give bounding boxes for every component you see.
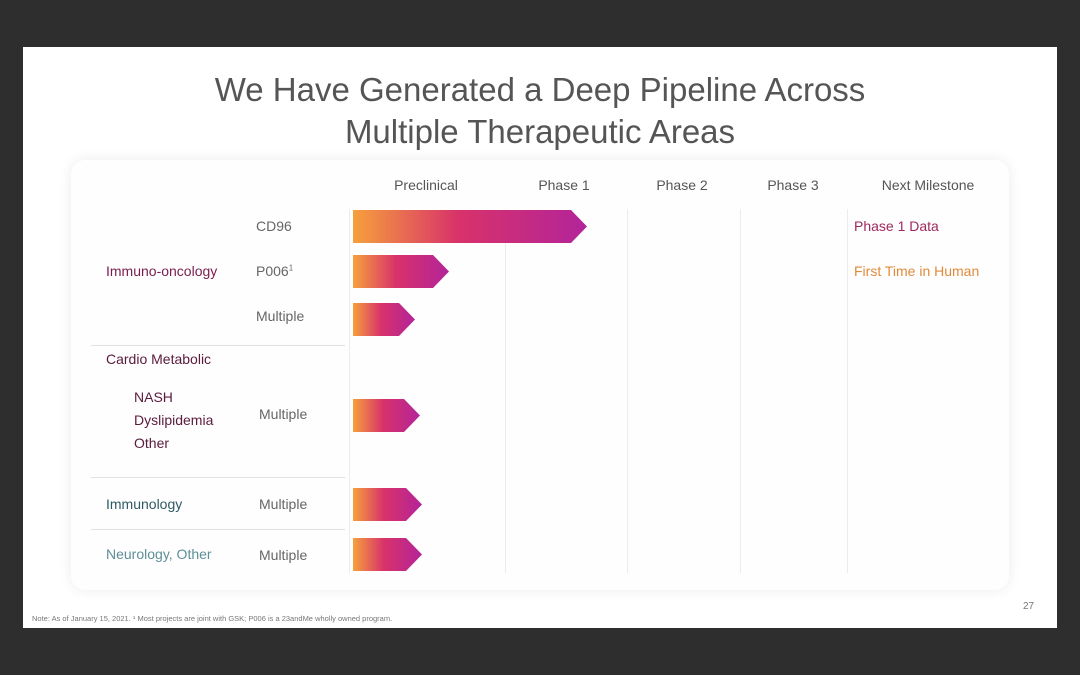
column-divider xyxy=(627,209,628,573)
cardio-sub-nash: NASH xyxy=(134,389,173,405)
column-divider xyxy=(349,209,350,573)
program-superscript: 1 xyxy=(288,263,294,273)
area-immuno-oncology: Immuno-oncology xyxy=(106,263,218,279)
column-divider xyxy=(847,209,848,573)
progress-bar-p006 xyxy=(353,255,449,288)
column-divider xyxy=(505,209,506,573)
progress-bar-immunology-multiple xyxy=(353,488,422,521)
progress-bar-io-multiple xyxy=(353,303,415,336)
header-next-milestone: Next Milestone xyxy=(881,177,975,193)
row-divider xyxy=(91,345,345,346)
slide-title: We Have Generated a Deep Pipeline Across… xyxy=(23,69,1057,153)
title-line-2: Multiple Therapeutic Areas xyxy=(344,113,736,150)
area-cardio-metabolic: Cardio Metabolic xyxy=(106,351,212,367)
milestone-cd96: Phase 1 Data xyxy=(854,218,939,234)
milestone-p006: First Time in Human xyxy=(854,263,980,279)
progress-chevron xyxy=(353,399,420,432)
progress-bar-cardio-multiple xyxy=(353,399,420,432)
area-immunology: Immunology xyxy=(106,496,183,512)
header-phase-1: Phase 1 xyxy=(538,177,590,193)
row-divider xyxy=(91,477,345,478)
row-divider xyxy=(91,529,345,530)
progress-chevron xyxy=(353,210,587,243)
page-number: 27 xyxy=(1023,601,1035,612)
header-phase-2: Phase 2 xyxy=(656,177,708,193)
area-neurology-other: Neurology, Other xyxy=(106,546,212,562)
cardio-sub-dyslipidemia: Dyslipidemia xyxy=(134,412,214,428)
cardio-sub-other: Other xyxy=(134,435,170,451)
column-divider xyxy=(740,209,741,573)
progress-chevron xyxy=(353,255,449,288)
header-preclinical: Preclinical xyxy=(394,177,458,193)
program-name: Multiple xyxy=(259,547,308,563)
header-phase-3: Phase 3 xyxy=(767,177,819,193)
slide: We Have Generated a Deep Pipeline Across… xyxy=(23,47,1057,628)
progress-chevron xyxy=(353,488,422,521)
program-name: P0061 xyxy=(256,263,294,279)
progress-bar-neurology-multiple xyxy=(353,538,422,571)
footnote: Note: As of January 15, 2021. ¹ Most pro… xyxy=(32,614,393,623)
progress-chevron xyxy=(353,303,415,336)
progress-chevron xyxy=(353,538,422,571)
program-name: CD96 xyxy=(256,218,292,234)
title-line-1: We Have Generated a Deep Pipeline Across xyxy=(214,71,866,108)
program-name: Multiple xyxy=(256,308,305,324)
progress-bar-cd96 xyxy=(353,210,587,243)
program-name: Multiple xyxy=(259,496,308,512)
program-name: Multiple xyxy=(259,406,308,422)
